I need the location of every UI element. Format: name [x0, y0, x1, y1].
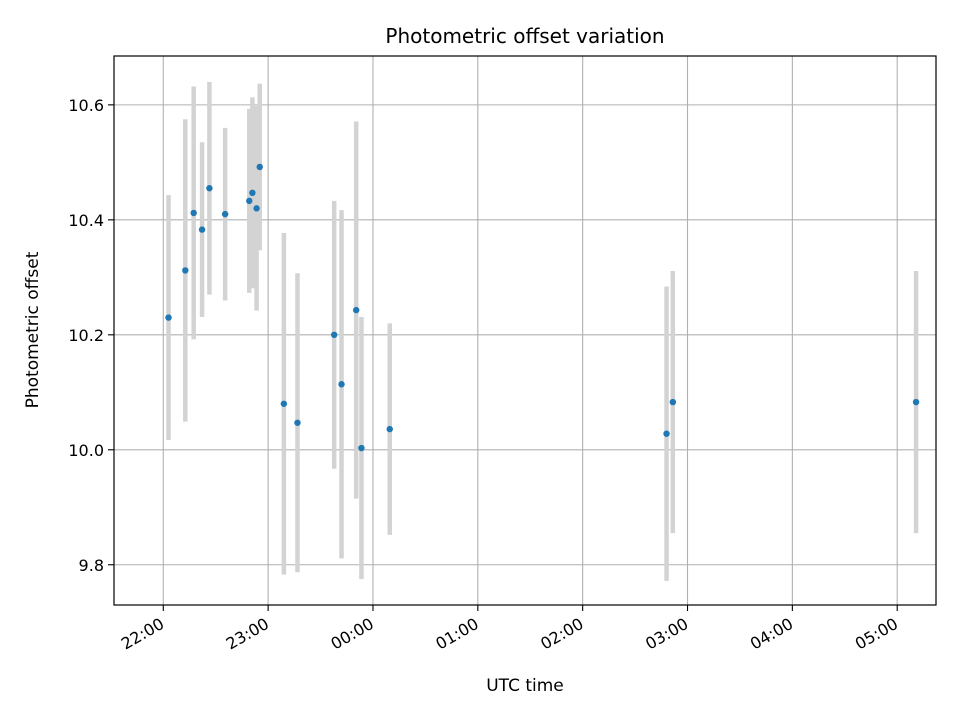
data-point [386, 425, 393, 433]
data-point [280, 400, 288, 407]
y-tick-label: 10.4 [68, 211, 104, 230]
plot-area [113, 55, 937, 606]
data-point [249, 189, 256, 197]
chart-title: Photometric offset variation [385, 24, 664, 48]
data-point [358, 444, 365, 452]
data-point [294, 419, 301, 426]
data-point [221, 210, 229, 218]
data-point [912, 398, 920, 406]
y-tick-label: 10.6 [68, 96, 104, 115]
y-axis-title: Photometric offset [23, 251, 43, 408]
data-point [182, 267, 189, 274]
data-point [190, 209, 197, 217]
data-point [198, 226, 206, 233]
data-point [338, 381, 345, 388]
data-point [253, 205, 260, 212]
data-point [256, 163, 263, 171]
data-point [663, 430, 670, 437]
data-point [206, 185, 213, 192]
x-axis-title: UTC time [486, 676, 564, 696]
y-tick-label: 10.2 [68, 326, 104, 345]
plot-frame [113, 55, 937, 606]
y-tick-label: 10.0 [68, 441, 104, 460]
data-points [165, 163, 920, 452]
data-point [330, 331, 338, 339]
grid [114, 56, 936, 605]
y-axis: 9.8 10.0 10.2 10.4 10.6 [68, 96, 114, 575]
data-point [669, 398, 677, 406]
data-point [165, 314, 172, 321]
data-point [246, 197, 253, 205]
data-point [352, 306, 360, 314]
y-tick-label: 9.8 [79, 556, 104, 575]
plot-background [114, 56, 936, 605]
